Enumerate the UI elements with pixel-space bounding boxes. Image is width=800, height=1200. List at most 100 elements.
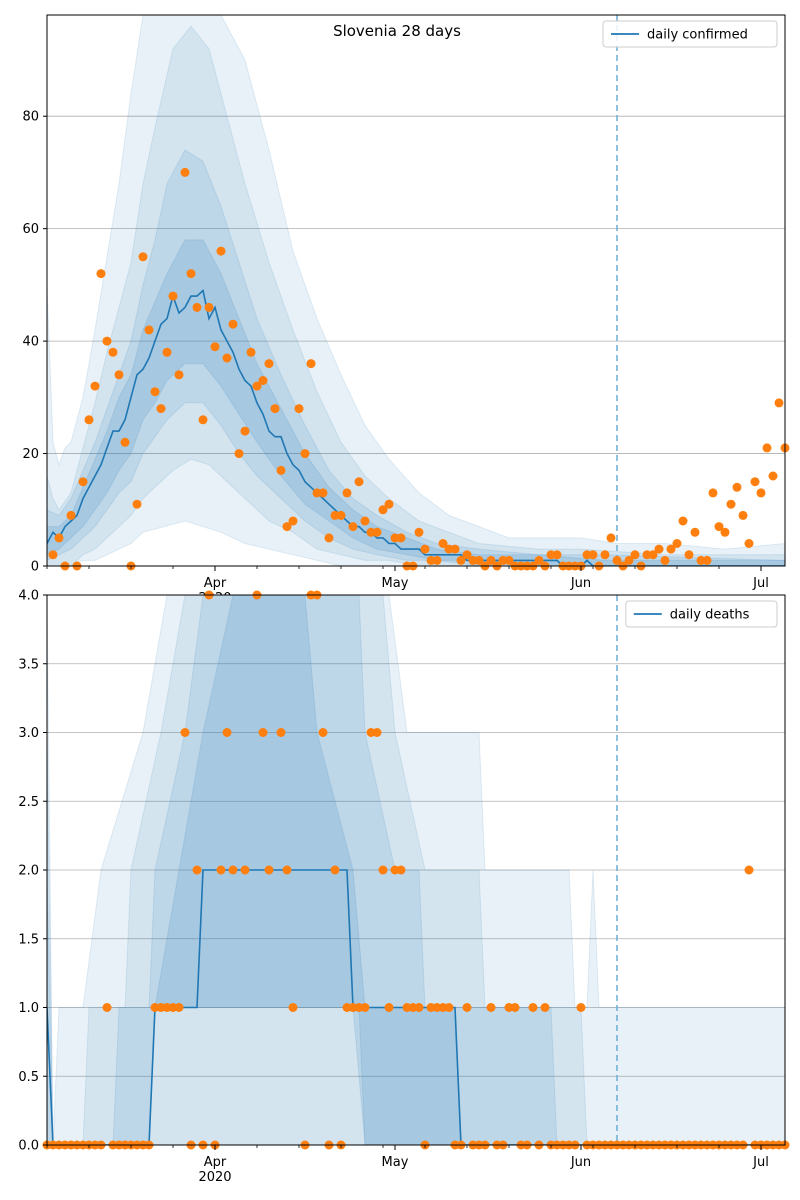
x-tick-label: Jun (570, 576, 591, 591)
observed-point (252, 381, 262, 391)
legend-label: daily deaths (670, 608, 750, 623)
y-tick-label: 0 (31, 560, 39, 575)
observed-point (258, 376, 268, 385)
observed-point (288, 1003, 298, 1012)
observed-point (606, 533, 616, 543)
observed-point (384, 499, 394, 509)
observed-point (114, 370, 124, 380)
observed-point (102, 1003, 112, 1012)
observed-point (420, 544, 430, 554)
observed-point (318, 488, 328, 498)
observed-point (192, 302, 202, 312)
x-tick-label: Apr (204, 576, 227, 591)
observed-point (276, 728, 286, 737)
observed-point (576, 1003, 586, 1012)
observed-point (372, 728, 382, 737)
y-tick-label: 1.5 (18, 932, 39, 947)
observed-point (474, 555, 484, 565)
observed-point (384, 1003, 394, 1012)
observed-point (672, 539, 682, 548)
observed-point (504, 555, 514, 565)
observed-point (192, 865, 202, 875)
y-tick-label: 2.0 (18, 864, 39, 879)
observed-point (348, 522, 358, 532)
observed-point (102, 336, 112, 346)
observed-point (258, 728, 268, 737)
chart-title: Slovenia 28 days (333, 22, 461, 40)
observed-point (204, 302, 214, 312)
observed-point (210, 342, 220, 352)
observed-point (180, 167, 190, 177)
observed-point (762, 443, 772, 453)
observed-point (438, 539, 448, 548)
observed-point (108, 347, 118, 357)
observed-point (54, 533, 64, 543)
observed-point (162, 347, 172, 357)
y-tick-label: 20 (22, 447, 39, 462)
observed-point (744, 865, 754, 875)
observed-point (180, 728, 190, 737)
observed-point (378, 505, 388, 515)
observed-point (90, 381, 100, 391)
series-line (47, 288, 785, 566)
observed-point (138, 252, 148, 262)
observed-point (588, 550, 598, 560)
y-tick-label: 2.5 (18, 795, 39, 810)
observed-point (396, 865, 406, 875)
observed-point (96, 269, 106, 279)
observed-point (84, 415, 94, 425)
observed-point (240, 426, 250, 436)
observed-point (456, 555, 466, 565)
legend-box (625, 600, 778, 628)
observed-point (222, 728, 232, 737)
x-tick-label: Jul (752, 576, 769, 591)
observed-point (342, 488, 352, 498)
y-tick-label: 1.0 (18, 1001, 39, 1016)
observed-point (540, 1003, 550, 1012)
observed-point (726, 499, 736, 509)
x-tick-label: May (382, 576, 409, 591)
observed-point (600, 550, 610, 560)
observed-point (414, 527, 424, 537)
observed-point (774, 398, 784, 408)
y-tick-label: 4.0 (18, 589, 39, 604)
observed-point (336, 510, 346, 520)
y-tick-label: 3.5 (18, 657, 39, 672)
observed-point (396, 533, 406, 543)
x-tick-sublabel: 2020 (198, 1170, 231, 1185)
observed-point (300, 449, 310, 459)
observed-point (228, 319, 238, 329)
observed-point (294, 404, 304, 414)
y-tick-label: 60 (22, 222, 39, 237)
observed-point (678, 516, 688, 526)
legend: daily confirmed (602, 20, 778, 48)
observed-point (66, 510, 76, 520)
observed-point (750, 477, 760, 487)
y-tick-label: 80 (22, 110, 39, 125)
observed-point (708, 488, 718, 498)
observed-point (360, 1003, 370, 1012)
observed-point (624, 555, 634, 565)
observed-point (414, 1003, 424, 1012)
observed-point (264, 865, 274, 875)
observed-point (486, 1003, 496, 1012)
observed-point (282, 865, 292, 875)
observed-point (450, 544, 460, 554)
x-tick-label: May (382, 1155, 409, 1170)
observed-point (246, 347, 256, 357)
observed-point (630, 550, 640, 560)
observed-point (288, 516, 298, 526)
plot-background (47, 15, 785, 566)
observed-point (120, 437, 130, 447)
observed-point (744, 539, 754, 548)
observed-point (702, 555, 712, 565)
observed-point (144, 325, 154, 335)
observed-point (324, 533, 334, 543)
observed-point (150, 387, 160, 397)
observed-point (738, 510, 748, 520)
observed-point (432, 555, 442, 565)
observed-point (282, 522, 292, 532)
observed-point (360, 516, 370, 526)
y-tick-label: 40 (22, 335, 39, 350)
